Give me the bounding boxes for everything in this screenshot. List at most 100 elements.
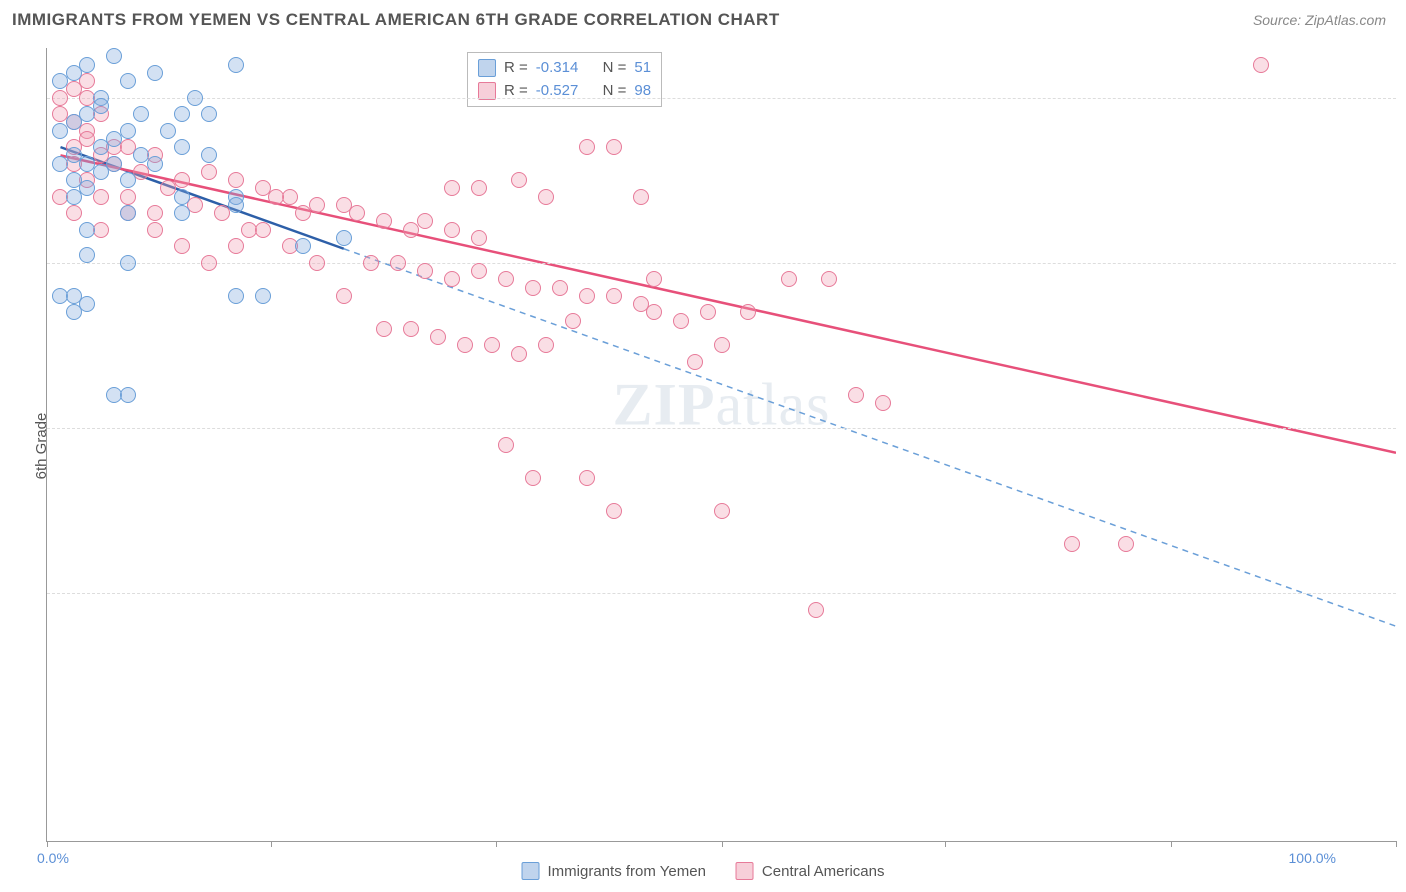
data-point <box>106 48 122 64</box>
gridline-h <box>47 98 1396 99</box>
data-point <box>79 222 95 238</box>
n-label: N = <box>603 80 627 103</box>
data-point <box>538 189 554 205</box>
data-point <box>471 263 487 279</box>
data-point <box>201 147 217 163</box>
data-point <box>538 337 554 353</box>
legend-item-blue: Immigrants from Yemen <box>522 862 706 880</box>
legend-item-pink: Central Americans <box>736 862 885 880</box>
data-point <box>471 180 487 196</box>
data-point <box>336 230 352 246</box>
data-point <box>511 172 527 188</box>
data-point <box>120 123 136 139</box>
data-point <box>848 387 864 403</box>
n-value-pink: 98 <box>634 80 651 103</box>
data-point <box>740 304 756 320</box>
data-point <box>525 280 541 296</box>
data-point <box>228 172 244 188</box>
data-point <box>160 123 176 139</box>
data-point <box>79 73 95 89</box>
data-point <box>579 288 595 304</box>
data-point <box>552 280 568 296</box>
data-point <box>579 139 595 155</box>
x-tick <box>1396 841 1397 847</box>
x-tick <box>271 841 272 847</box>
data-point <box>376 321 392 337</box>
data-point <box>498 437 514 453</box>
data-point <box>565 313 581 329</box>
data-point <box>106 156 122 172</box>
gridline-h <box>47 263 1396 264</box>
n-value-blue: 51 <box>634 57 651 80</box>
data-point <box>875 395 891 411</box>
data-point <box>201 106 217 122</box>
data-point <box>700 304 716 320</box>
data-point <box>79 180 95 196</box>
data-point <box>201 164 217 180</box>
data-point <box>714 337 730 353</box>
series-legend: Immigrants from Yemen Central Americans <box>522 862 885 880</box>
data-point <box>430 329 446 345</box>
plot-region: ZIPatlas R = -0.314 N = 51 R = -0.527 N … <box>46 48 1396 842</box>
data-point <box>363 255 379 271</box>
data-point <box>147 65 163 81</box>
data-point <box>174 189 190 205</box>
data-point <box>444 222 460 238</box>
data-point <box>498 271 514 287</box>
data-point <box>633 189 649 205</box>
data-point <box>120 172 136 188</box>
data-point <box>187 90 203 106</box>
data-point <box>201 255 217 271</box>
stats-row-pink: R = -0.527 N = 98 <box>478 80 651 103</box>
data-point <box>309 255 325 271</box>
gridline-h <box>47 428 1396 429</box>
data-point <box>228 197 244 213</box>
data-point <box>174 139 190 155</box>
data-point <box>484 337 500 353</box>
data-point <box>133 106 149 122</box>
data-point <box>228 288 244 304</box>
swatch-blue-icon <box>478 59 496 77</box>
data-point <box>255 288 271 304</box>
data-point <box>403 321 419 337</box>
data-point <box>174 172 190 188</box>
legend-label-blue: Immigrants from Yemen <box>548 863 706 880</box>
data-point <box>295 205 311 221</box>
r-value-pink: -0.527 <box>536 80 579 103</box>
x-min-label: 0.0% <box>37 850 69 866</box>
data-point <box>1253 57 1269 73</box>
r-label: R = <box>504 57 528 80</box>
data-point <box>93 189 109 205</box>
data-point <box>808 602 824 618</box>
data-point <box>187 197 203 213</box>
data-point <box>606 503 622 519</box>
data-point <box>66 205 82 221</box>
data-point <box>79 296 95 312</box>
legend-swatch-pink-icon <box>736 862 754 880</box>
data-point <box>687 354 703 370</box>
data-point <box>646 271 662 287</box>
data-point <box>120 205 136 221</box>
data-point <box>79 247 95 263</box>
data-point <box>66 172 82 188</box>
data-point <box>673 313 689 329</box>
data-point <box>471 230 487 246</box>
data-point <box>444 271 460 287</box>
data-point <box>390 255 406 271</box>
data-point <box>147 205 163 221</box>
n-label: N = <box>603 57 627 80</box>
data-point <box>646 304 662 320</box>
x-tick <box>1171 841 1172 847</box>
data-point <box>349 205 365 221</box>
data-point <box>66 304 82 320</box>
data-point <box>174 106 190 122</box>
watermark: ZIPatlas <box>613 370 831 439</box>
data-point <box>255 222 271 238</box>
data-point <box>417 213 433 229</box>
data-point <box>93 98 109 114</box>
data-point <box>93 139 109 155</box>
data-point <box>417 263 433 279</box>
trend-lines <box>47 48 1396 841</box>
legend-label-pink: Central Americans <box>762 863 885 880</box>
data-point <box>120 255 136 271</box>
